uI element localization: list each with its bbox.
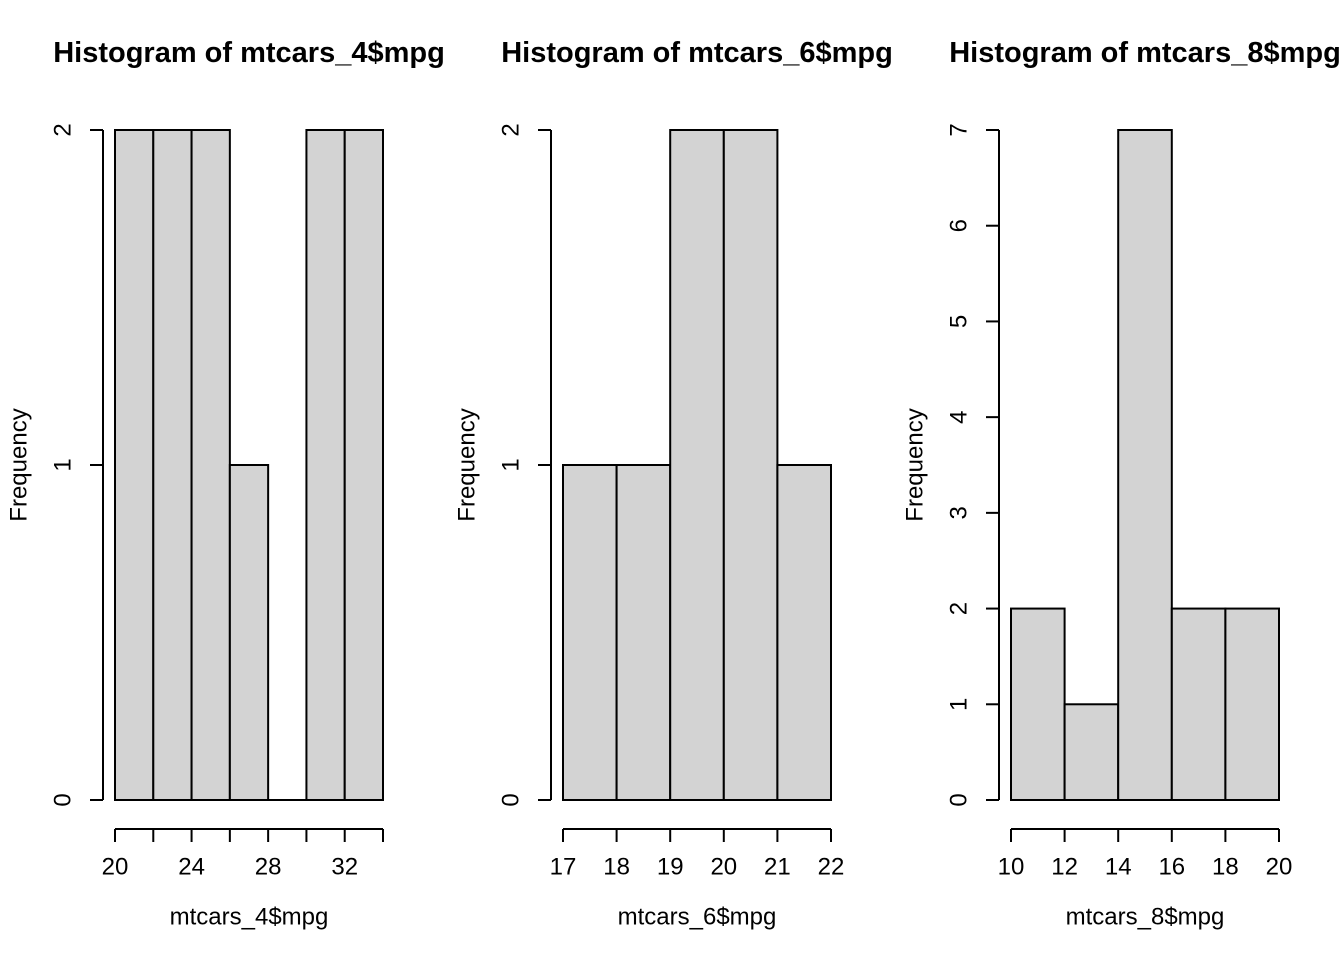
y-axis-tick-label: 1 [945,698,972,711]
panel-mtcars-8: 0 1 2 3 4 5 6 7 10 12 14 16 18 20 Histogram of mtcars_… [896,0,1344,960]
y-axis-tick-label: 7 [945,123,972,136]
y-axis-label: Frequency [5,408,32,521]
histogram-bar [722,129,779,801]
y-axis-tick-label: 1 [49,458,76,471]
histogram-bar [562,464,618,801]
histogram-bar [1010,607,1066,801]
x-axis-tick-label: 24 [178,853,205,880]
histogram-bar [615,464,672,801]
histogram-bar [152,129,193,801]
y-axis-tick-label: 4 [945,410,972,423]
histogram-bar [305,129,346,801]
y-axis-tick-label: 1 [497,458,524,471]
x-axis-tick-label: 28 [255,853,282,880]
histogram-bar [1063,703,1120,801]
histogram-bar [114,129,155,801]
x-axis-tick-label: 18 [603,853,630,880]
x-axis-tick-label: 17 [550,853,577,880]
x-axis-tick-label: 16 [1158,853,1185,880]
chart-title: Histogram of mtcars_6$mpg [501,37,893,69]
histogram-bar [228,464,270,801]
chart-title: Histogram of mtcars_8$mpg [949,37,1341,69]
x-axis-label: mtcars_8$mpg [1066,903,1225,930]
x-axis-tick-label: 10 [998,853,1025,880]
histogram-bar [1224,607,1280,801]
x-axis-tick-label: 20 [1266,853,1293,880]
y-axis-label: Frequency [901,408,928,521]
histogram-bar [190,129,231,801]
x-axis-tick-label: 20 [710,853,737,880]
panel-mtcars-6: 0 1 2 17 18 19 20 21 22 Histogram of mtcars_6$mpg… [448,0,896,960]
y-axis-tick-label: 2 [945,602,972,615]
histogram-bar [776,464,832,801]
y-axis-label: Frequency [453,408,480,521]
histogram-bar [1117,129,1173,801]
y-axis-tick-label: 0 [945,793,972,806]
y-axis-tick-label: 5 [945,315,972,328]
y-axis-tick-label: 2 [49,123,76,136]
histogram-bar [1170,607,1227,801]
x-axis-tick-label: 20 [102,853,129,880]
histogram-bar [343,129,385,801]
histogram-bar [669,129,725,801]
y-axis-tick-label: 0 [49,793,76,806]
x-axis-tick-label: 21 [764,853,791,880]
chart-title: Histogram of mtcars_4$mpg [53,37,445,69]
x-axis-tick-label: 22 [818,853,845,880]
y-axis-tick-label: 2 [497,123,524,136]
x-axis-label: mtcars_6$mpg [618,903,777,930]
histogram-svg-1: 0 1 2 20 24 28 32 Histogram of mtcars_4$mpgmtca… [5,37,445,930]
x-axis-label: mtcars_4$mpg [170,903,329,930]
y-axis-tick-label: 3 [945,506,972,519]
x-axis-tick-label: 18 [1212,853,1239,880]
y-axis-tick-label: 6 [945,219,972,232]
x-axis-tick-label: 12 [1051,853,1078,880]
y-axis-tick-label: 0 [497,793,524,806]
x-axis-tick-label: 32 [331,853,358,880]
x-axis-tick-label: 14 [1105,853,1132,880]
x-axis-tick-label: 19 [657,853,684,880]
histogram-svg-2: 0 1 2 17 18 19 20 21 22 Histogram of mtcars_6$mpg… [453,37,893,930]
